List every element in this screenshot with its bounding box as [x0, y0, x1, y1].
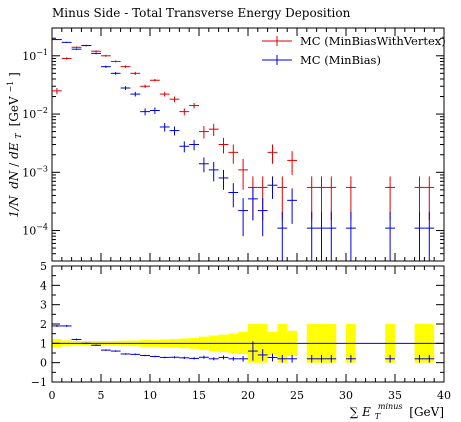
ratio-y-tick-label: 1 — [40, 337, 47, 350]
ratio-y-ticks: −1 0 1 2 3 4 5 — [31, 260, 444, 389]
legend: MC (MinBiasWithVertex) MC (MinBias) — [262, 34, 446, 67]
ratio-x-ticks: 0 5 10 15 20 25 30 35 40 — [49, 266, 451, 402]
series-minbias — [52, 39, 435, 261]
x-tick-label: 15 — [192, 389, 206, 402]
y-axis-title-prefix: 1/N — [7, 195, 21, 218]
y-axis-title-exp: −1 — [6, 81, 15, 93]
x-tick-label: 35 — [388, 389, 402, 402]
x-tick-label: 25 — [290, 389, 304, 402]
y-tick-label: 10−4 — [22, 223, 48, 238]
y-tick-label: 10−2 — [22, 106, 48, 121]
x-tick-label: 30 — [339, 389, 353, 402]
x-axis-title-sup: minus — [378, 402, 403, 411]
x-tick-label: 5 — [98, 389, 105, 402]
ratio-y-tick-label: 0 — [40, 357, 47, 370]
main-plot — [52, 39, 435, 261]
x-axis-title: ∑ E T minus [GeV] — [350, 398, 444, 422]
ratio-y-tick-label: −1 — [31, 376, 47, 389]
x-tick-label: 10 — [143, 389, 157, 402]
y-axis-title: 1/N dN / dE T [GeV −1 ] — [2, 72, 24, 218]
ratio-y-tick-label: 2 — [40, 318, 47, 331]
x-axis-title-unit: [GeV] — [409, 405, 444, 419]
chart-title: Minus Side - Total Transverse Energy Dep… — [52, 6, 351, 20]
y-axis-title-slash: / — [7, 162, 21, 167]
y-axis-title-dn: dN — [7, 170, 21, 189]
legend-label-minbias-with-vertex: MC (MinBiasWithVertex) — [300, 34, 446, 48]
y-axis-title-sub: T — [14, 133, 23, 139]
x-tick-label: 0 — [49, 389, 56, 402]
x-axis-title-sum: ∑ — [350, 405, 359, 419]
series-minbias-with-vertex — [52, 44, 435, 221]
y-tick-label: 10−3 — [22, 164, 48, 179]
x-axis-title-sub: T — [375, 412, 381, 421]
x-axis-title-e: E — [361, 405, 371, 419]
x-tick-label: 40 — [437, 389, 451, 402]
legend-label-minbias: MC (MinBias) — [300, 53, 381, 67]
y-axis-title-de: dE — [7, 142, 21, 159]
main-frame — [51, 27, 445, 262]
x-tick-label: 20 — [241, 389, 255, 402]
ratio-y-tick-label: 5 — [40, 260, 47, 273]
ratio-plot — [52, 324, 444, 363]
ratio-y-tick-label: 4 — [40, 279, 47, 292]
main-y-ticks: 10−4 10−3 10−2 10−1 — [22, 28, 445, 262]
y-axis-title-unit: [GeV — [7, 96, 21, 126]
y-tick-label: 10−1 — [22, 48, 48, 63]
ratio-y-tick-label: 3 — [40, 299, 47, 312]
y-axis-title-close: ] — [7, 72, 21, 77]
